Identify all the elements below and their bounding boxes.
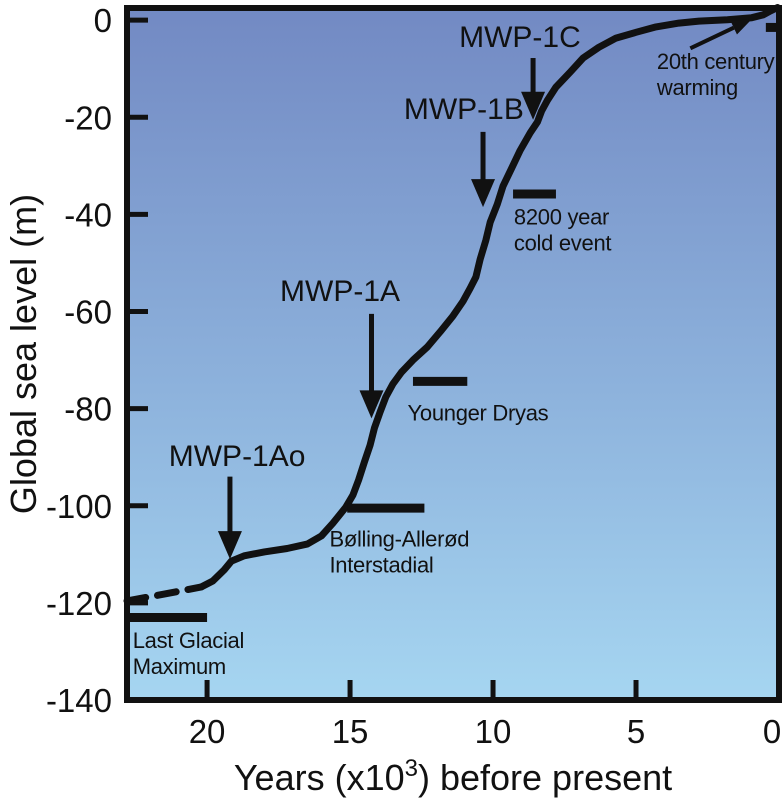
y-tick-label--40: -40 xyxy=(64,196,112,233)
sea-level-curve-inferred xyxy=(123,583,205,605)
mwp-1b-label: MWP-1B xyxy=(404,93,524,126)
y-tick-label--60: -60 xyxy=(64,294,112,331)
mwp-1b-arrowhead-icon xyxy=(471,179,496,208)
20th-century-warming-label: 20th century warming xyxy=(656,49,775,100)
y-axis-title: Global sea level (m) xyxy=(3,194,44,514)
20th-century-warming-arrow-shaft xyxy=(689,25,735,51)
mwp-1c-arrowhead-icon xyxy=(521,91,546,120)
y-tick-label--140: -140 xyxy=(46,682,112,719)
mwp-1ao-label: MWP-1Ao xyxy=(169,440,306,473)
x-tick-label-15: 15 xyxy=(332,713,369,750)
mwp-1c-label: MWP-1C xyxy=(459,21,581,54)
interval-bar-label-last-glacial-maximum: Last Glacial Maximum xyxy=(133,628,244,679)
mwp-1ao-arrowhead-icon xyxy=(217,531,242,560)
y-tick-label-0: 0 xyxy=(94,2,112,39)
interval-bar-label-8200-year-cold-event: 8200 year cold event xyxy=(514,205,611,256)
20th-century-warming-arrowhead-icon xyxy=(730,19,752,35)
interval-bar-label-younger-dryas: Younger Dryas xyxy=(408,400,549,425)
mwp-1a-arrowhead-icon xyxy=(359,390,384,419)
interval-bar-label-b-lling-aller-d-interstadial: Bølling-Allerød Interstadial xyxy=(329,527,469,578)
x-tick-label-10: 10 xyxy=(475,713,512,750)
sea-level-curve xyxy=(197,4,782,591)
y-tick-label--80: -80 xyxy=(64,391,112,428)
plot-frame xyxy=(124,5,782,703)
mwp-1a-label: MWP-1A xyxy=(280,275,400,308)
plot-background xyxy=(124,5,782,703)
x-tick-label-20: 20 xyxy=(189,713,226,750)
x-tick-label-5: 5 xyxy=(627,713,645,750)
y-tick-label--100: -100 xyxy=(46,488,112,525)
y-tick-label--120: -120 xyxy=(46,585,112,622)
x-tick-label-0: 0 xyxy=(763,713,781,750)
x-axis-title: Years (x103) before present xyxy=(234,755,672,798)
y-tick-label--20: -20 xyxy=(64,99,112,136)
